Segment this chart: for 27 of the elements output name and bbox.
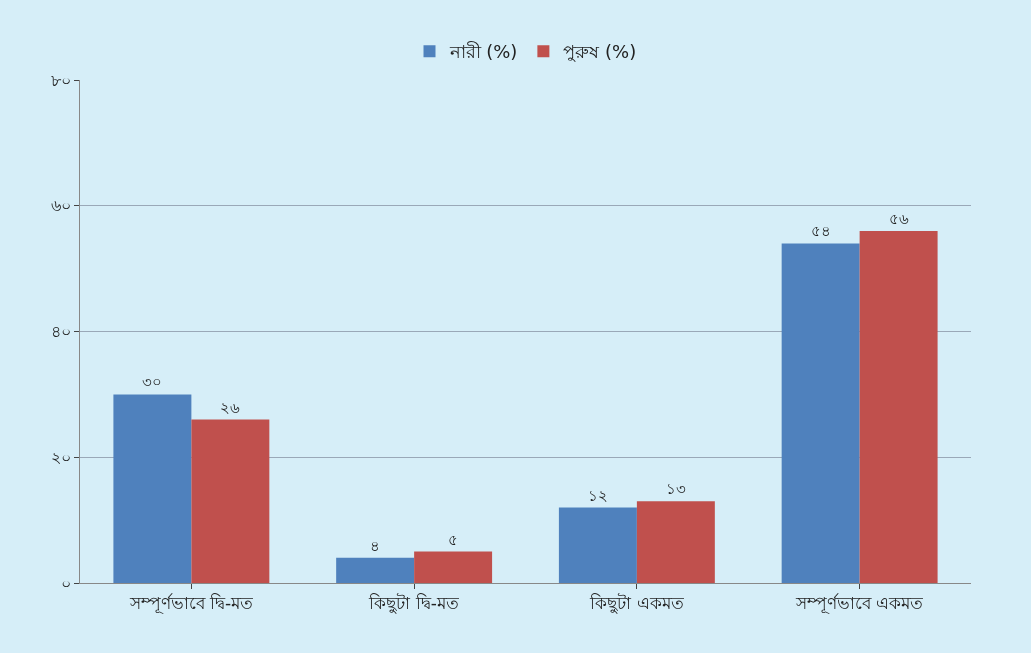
data-label: ৪ [370, 536, 381, 555]
data-label: ১২ [587, 486, 608, 505]
bar [636, 501, 715, 583]
y-tick-label: ২০ [50, 447, 71, 467]
bar [336, 557, 415, 583]
bar [781, 243, 860, 583]
bar [113, 394, 192, 583]
data-label: ৩০ [142, 373, 163, 392]
bar [859, 230, 938, 583]
y-tick-label: ৪০ [50, 322, 71, 342]
legend-label: পুরুষ (%) [563, 41, 637, 63]
data-label: ১৩ [665, 480, 686, 499]
x-tick-label: সম্পূর্ণভাবে একমত [794, 593, 924, 615]
data-label: ৫৪ [810, 222, 831, 241]
x-tick-label: কিছুটা একমত [589, 593, 684, 615]
bar [414, 551, 493, 583]
bar [191, 419, 270, 583]
bar [558, 507, 637, 583]
x-tick-label: কিছুটা দ্বি-মত [368, 593, 459, 615]
data-label: ৫ [448, 530, 459, 549]
y-tick-label: ৮০ [50, 70, 71, 90]
legend-label: নারী (%) [448, 41, 518, 63]
y-tick-label: ৬০ [50, 196, 71, 216]
y-tick-label: ০ [60, 573, 71, 593]
data-label: ২৬ [220, 398, 241, 417]
data-label: ৫৬ [888, 209, 909, 228]
x-tick-label: সম্পূর্ণভাবে দ্বি-মত [128, 593, 254, 615]
